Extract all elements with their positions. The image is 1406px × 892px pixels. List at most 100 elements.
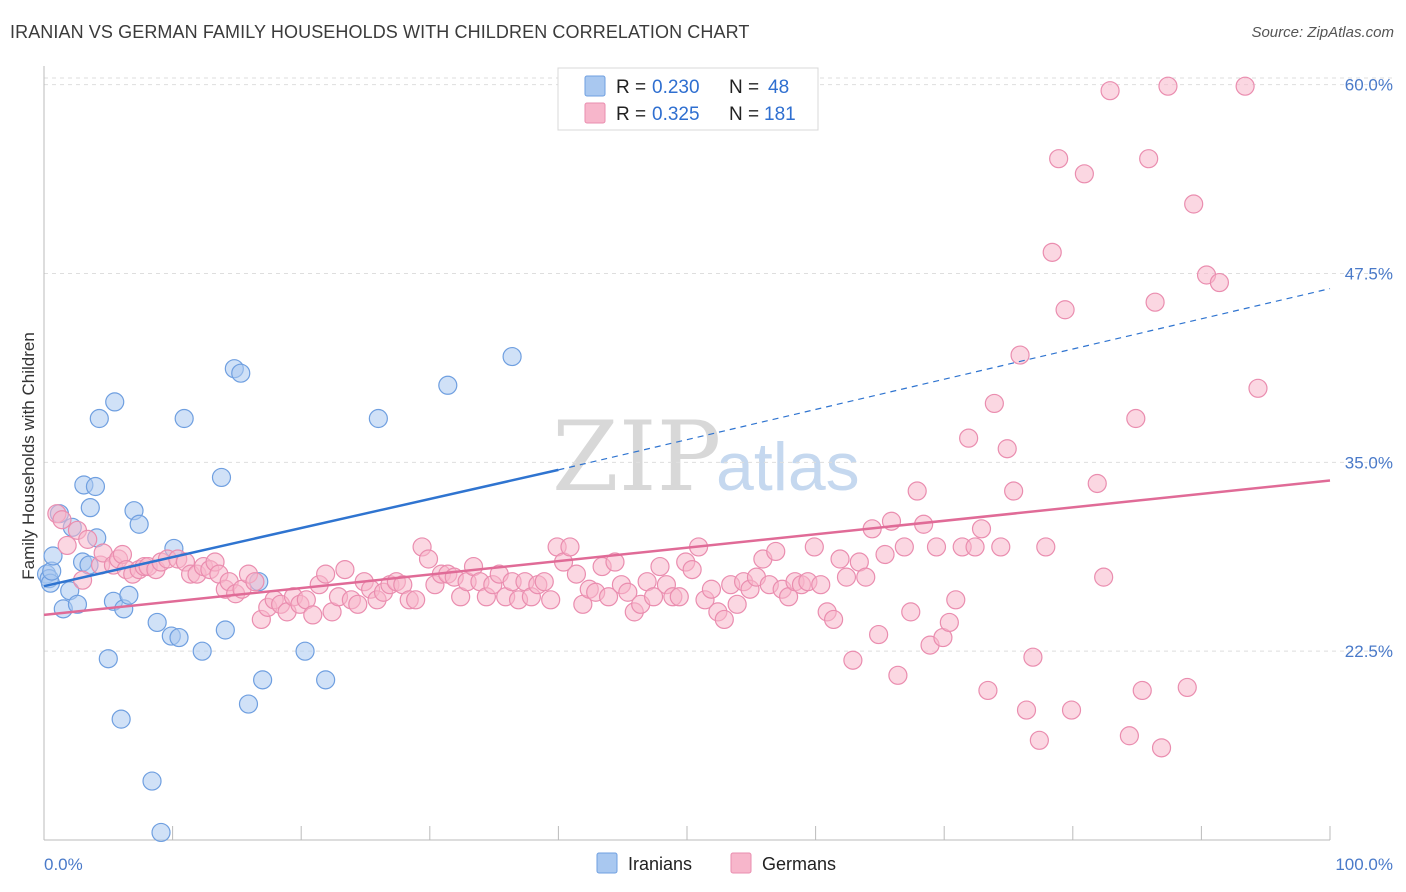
germans-point (901, 602, 921, 622)
germans-point (1029, 730, 1049, 750)
germans-point (303, 605, 323, 625)
source-label: Source: ZipAtlas.com (1251, 24, 1394, 41)
legend-r-value-iranians: 0.230 (652, 77, 700, 98)
bottom-legend-label-iranians: Iranians (628, 854, 692, 874)
germans-point (766, 541, 786, 562)
iranians-point (151, 822, 171, 843)
germans-point (946, 590, 966, 610)
germans-point (830, 549, 850, 569)
germans-point (57, 535, 77, 556)
germans-point (1248, 378, 1268, 398)
iranians-point (80, 498, 100, 518)
y-tick-label: 22.5% (1345, 642, 1393, 661)
iranians-point (43, 546, 63, 566)
germans-point (348, 594, 368, 614)
germans-point (1126, 408, 1146, 429)
germans-point (541, 590, 561, 610)
iranians-point (111, 709, 131, 729)
iranians-point (215, 620, 235, 640)
germans-point (560, 537, 580, 557)
germans-point (965, 537, 985, 557)
iranians-point (129, 514, 149, 534)
germans-trend-line (43, 479, 1331, 617)
germans-point (875, 544, 895, 565)
germans-point (959, 428, 979, 448)
iranians-point (368, 408, 388, 429)
germans-point (316, 564, 336, 584)
germans-point (650, 556, 670, 577)
germans-point (701, 579, 722, 599)
germans-point (1158, 76, 1178, 96)
germans-point (78, 529, 98, 549)
iranians-point (85, 476, 106, 497)
x-tick-label: 100.0% (1335, 855, 1393, 874)
iranians-point (211, 467, 232, 488)
watermark-atlas: atlas (716, 429, 860, 505)
germans-point (907, 481, 927, 501)
bottom-legend-swatch-iranians (596, 852, 618, 874)
germans-point (1100, 81, 1120, 101)
germans-point (618, 582, 638, 602)
chart-title: IRANIAN VS GERMAN FAMILY HOUSEHOLDS WITH… (10, 22, 750, 42)
germans-point (406, 590, 426, 610)
iranians-point (253, 670, 273, 690)
germans-point (971, 519, 992, 539)
germans-point (894, 537, 914, 557)
germans-point (682, 559, 702, 580)
germans-point (1074, 164, 1094, 184)
germans-point (669, 587, 689, 607)
germans-point (811, 575, 831, 595)
germans-point (534, 572, 554, 592)
legend-n-label-germans: N = (729, 104, 759, 125)
iranians-point (169, 627, 189, 648)
germans-point (714, 609, 734, 630)
germans-point (1023, 647, 1043, 667)
germans-point (939, 612, 959, 633)
germans-point (836, 567, 857, 587)
germans-point (1042, 242, 1062, 262)
germans-point (643, 587, 664, 607)
germans-point (335, 559, 355, 580)
legend-r-value-germans: 0.325 (652, 104, 700, 125)
legend-n-label-iranians: N = (729, 77, 759, 98)
legend-r-label-iranians: R = (616, 77, 646, 98)
germans-point (1049, 149, 1069, 169)
germans-point (418, 549, 439, 569)
germans-point (1151, 738, 1172, 758)
germans-point (566, 564, 587, 584)
germans-point (52, 510, 72, 530)
y-tick-label: 35.0% (1345, 453, 1393, 472)
x-tick-labels: 0.0% 100.0% (44, 855, 1393, 874)
y-tick-label: 60.0% (1345, 76, 1393, 95)
y-tick-labels: 22.5% 35.0% 47.5% 60.0% (1345, 76, 1393, 662)
germans-point (1010, 345, 1030, 365)
germans-point (1145, 292, 1165, 312)
germans-point (991, 537, 1011, 557)
iranians-point (192, 641, 212, 661)
legend-swatch-iranians (584, 75, 606, 97)
bottom-legend-label-germans: Germans (762, 854, 836, 874)
germans-point (1004, 481, 1024, 501)
germans-point (1087, 473, 1107, 494)
germans-point (1184, 194, 1204, 214)
legend-n-value-iranians: 48 (768, 77, 789, 98)
iranians-point (231, 363, 251, 383)
germans-point (598, 587, 619, 607)
germans-point (997, 439, 1017, 459)
germans-point (804, 537, 824, 557)
germans-point (1139, 149, 1159, 169)
iranians-point (98, 649, 118, 669)
watermark-zip: ZIP (552, 401, 721, 513)
germans-point (843, 650, 863, 670)
iranians-trend-line (43, 468, 559, 588)
bottom-legend-swatch-germans (730, 852, 752, 874)
iranians-point (119, 585, 139, 605)
germans-point (856, 567, 876, 587)
germans-point (926, 537, 947, 557)
germans-point (605, 552, 625, 572)
germans-point (245, 572, 265, 592)
legend-n-value-germans: 181 (764, 104, 796, 125)
germans-point (978, 680, 998, 701)
iranians-point (67, 594, 88, 614)
